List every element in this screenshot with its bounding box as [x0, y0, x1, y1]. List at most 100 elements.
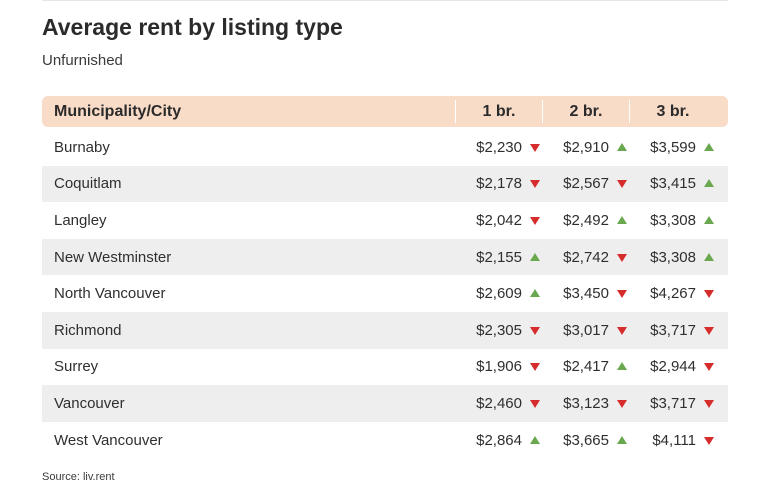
trend-down-icon	[617, 253, 627, 262]
rent-cell-3br: $4,111	[630, 432, 716, 449]
trend-down-icon	[617, 289, 627, 299]
chart-subtitle: Unfurnished	[42, 52, 123, 69]
rent-cell-2br: $3,450	[543, 285, 629, 302]
trend-down-icon	[704, 289, 714, 299]
table-row: Burnaby $2,230 $2,910 $3,599	[42, 129, 728, 166]
city-name: Vancouver	[54, 394, 125, 412]
header-separator	[455, 100, 456, 123]
rent-cell-3br: $4,267	[630, 285, 716, 302]
rent-cell-3br: $3,308	[630, 249, 716, 266]
trend-up-icon	[530, 289, 540, 298]
table-row: Surrey $1,906 $2,417 $2,944	[42, 349, 728, 386]
trend-up-icon	[617, 215, 627, 225]
header-2br: 2 br.	[569, 102, 603, 120]
rent-cell-1br: $2,178	[456, 175, 542, 192]
trend-down-icon	[530, 216, 540, 225]
rent-value: $2,742	[563, 248, 609, 266]
header-3br: 3 br.	[656, 102, 690, 120]
trend-up-icon	[704, 142, 714, 152]
rent-cell-2br: $3,123	[543, 395, 629, 412]
rent-value: $2,492	[563, 211, 609, 229]
table-row: West Vancouver $2,864 $3,665 $4,111	[42, 422, 728, 459]
rent-cell-2br: $2,492	[543, 212, 629, 229]
table-body: Burnaby $2,230 $2,910 $3,599 Coquitlam $2,178…	[42, 129, 728, 458]
rent-value: $2,417	[563, 358, 609, 376]
table-row: North Vancouver $2,609 $3,450 $4,267	[42, 275, 728, 312]
table-header-row: Municipality/City 1 br. 2 br. 3 br.	[42, 96, 728, 127]
trend-up-icon	[617, 362, 627, 371]
rent-cell-1br: $2,460	[456, 395, 542, 412]
trend-up-icon	[704, 179, 714, 188]
table-row: Coquitlam $2,178 $2,567 $3,415	[42, 165, 728, 203]
rent-value: $2,864	[476, 431, 522, 449]
rent-value: $3,599	[650, 138, 696, 156]
trend-down-icon	[704, 436, 714, 445]
rent-value: $2,460	[476, 394, 522, 412]
header-separator	[629, 100, 630, 123]
city-name: Langley	[54, 211, 107, 229]
rent-value: $3,017	[563, 321, 609, 339]
trend-up-icon	[530, 435, 540, 445]
trend-up-icon	[704, 215, 714, 225]
trend-down-icon	[704, 362, 714, 372]
city-name: Coquitlam	[54, 175, 122, 193]
rent-cell-1br: $2,305	[456, 322, 542, 339]
chart-title: Average rent by listing type	[42, 14, 343, 40]
trend-up-icon	[704, 252, 714, 262]
rent-cell-1br: $2,864	[456, 432, 542, 449]
rent-cell-3br: $3,717	[630, 395, 716, 412]
rent-cell-3br: $3,415	[630, 175, 716, 192]
trend-down-icon	[704, 399, 714, 408]
trend-down-icon	[617, 399, 627, 408]
trend-up-icon	[617, 435, 627, 445]
city-name: New Westminster	[54, 248, 172, 266]
rent-value: $2,944	[650, 358, 696, 376]
trend-down-icon	[530, 362, 540, 372]
rent-cell-2br: $2,742	[543, 249, 629, 266]
city-name: Richmond	[54, 321, 122, 339]
header-municipality: Municipality/City	[54, 102, 182, 120]
rent-value: $2,567	[563, 175, 609, 193]
rent-value: $1,906	[476, 358, 522, 376]
rent-cell-1br: $2,230	[456, 139, 542, 156]
city-name: Burnaby	[54, 138, 110, 156]
rent-cell-2br: $2,567	[543, 175, 629, 192]
rent-value: $2,230	[476, 138, 522, 156]
rent-cell-1br: $2,042	[456, 212, 542, 229]
source-note: Source: liv.rent	[42, 471, 115, 483]
rent-cell-2br: $2,910	[543, 139, 629, 156]
trend-down-icon	[704, 326, 714, 335]
table-row: Langley $2,042 $2,492 $3,308	[42, 202, 728, 239]
rent-cell-1br: $2,155	[456, 249, 542, 266]
rent-cell-1br: $1,906	[456, 358, 542, 375]
trend-down-icon	[530, 143, 540, 152]
city-name: North Vancouver	[54, 285, 166, 303]
rent-cell-3br: $3,599	[630, 139, 716, 156]
trend-down-icon	[530, 179, 540, 189]
rent-cell-2br: $2,417	[543, 358, 629, 375]
rent-value: $2,042	[476, 211, 522, 229]
rent-value: $3,450	[563, 285, 609, 303]
city-name: West Vancouver	[54, 431, 163, 449]
table-row: Richmond $2,305 $3,017 $3,717	[42, 311, 728, 349]
rent-value: $2,155	[476, 248, 522, 266]
rent-value: $2,305	[476, 321, 522, 339]
rent-table: Municipality/City 1 br. 2 br. 3 br. Burn…	[42, 96, 728, 458]
table-row: New Westminster $2,155 $2,742 $3,308	[42, 238, 728, 276]
rent-value: $2,178	[476, 175, 522, 193]
city-name: Surrey	[54, 358, 99, 376]
header-1br: 1 br.	[482, 102, 516, 120]
trend-down-icon	[617, 326, 627, 335]
rent-value: $3,308	[650, 248, 696, 266]
rent-value: $3,717	[650, 321, 696, 339]
rent-cell-2br: $3,665	[543, 432, 629, 449]
trend-down-icon	[617, 179, 627, 189]
rent-value: $3,123	[563, 394, 609, 412]
trend-down-icon	[530, 326, 540, 335]
rent-value: $3,308	[650, 211, 696, 229]
trend-up-icon	[617, 142, 627, 152]
rent-value: $2,910	[563, 138, 609, 156]
top-divider	[42, 0, 728, 1]
trend-down-icon	[530, 399, 540, 408]
table-row: Vancouver $2,460 $3,123 $3,717	[42, 385, 728, 422]
